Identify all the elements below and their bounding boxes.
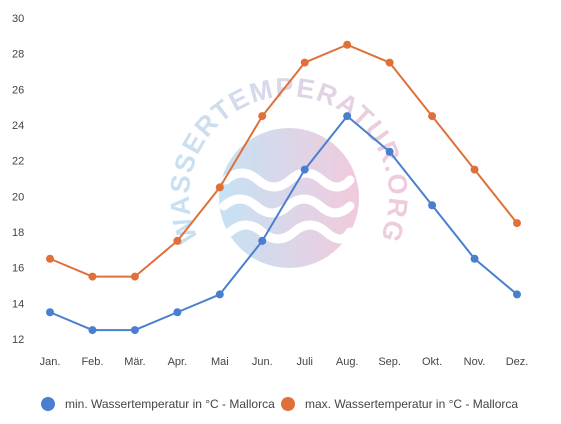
data-point [343,40,352,49]
data-point [428,201,437,210]
data-point [88,326,97,335]
y-tick-label: 28 [12,49,24,61]
data-point [46,308,54,317]
data-point [215,183,224,192]
data-point [470,254,479,263]
x-axis: Jan. Feb. Mär. Apr. Mai Jun. Juli Aug. Sep. Okt. N… [40,356,529,368]
data-point [385,58,394,67]
x-tick-label: Nov. [464,356,486,368]
legend-label-max: max. Wassertemperatur in °C - Mallorca [305,397,518,411]
data-point [258,112,267,121]
legend-marker-min [41,397,55,411]
x-tick-label: Feb. [81,356,103,368]
x-tick-label: Jan. [40,356,61,368]
data-point [385,147,394,156]
data-point [428,112,437,121]
x-tick-label: Mär. [124,356,145,368]
y-tick-label: 16 [12,263,24,275]
data-point [300,165,309,174]
x-tick-label: Juli [296,356,313,368]
data-point [258,236,267,245]
data-point [173,236,182,245]
series-line-max [49,43,518,278]
y-tick-label: 14 [12,298,24,310]
y-tick-label: 24 [12,120,24,132]
legend: min. Wassertemperatur in °C - Mallorca ma… [41,397,518,411]
data-point [215,290,224,299]
x-tick-label: Mai [211,356,229,368]
data-point [46,254,54,263]
data-point [470,165,479,174]
data-point [343,112,352,121]
x-tick-label: Apr. [168,356,188,368]
x-tick-label: Dez. [506,356,529,368]
y-tick-label: 26 [12,84,24,96]
y-tick-label: 18 [12,227,24,239]
data-point [130,326,139,335]
y-axis: 12 14 16 18 20 22 24 26 28 30 [12,13,24,346]
data-point [300,58,309,67]
x-tick-label: Jun. [252,356,273,368]
x-tick-label: Okt. [422,356,442,368]
x-tick-label: Aug. [336,356,359,368]
x-tick-label: Sep. [378,356,401,368]
data-point [513,219,521,228]
y-tick-label: 20 [12,191,24,203]
y-tick-label: 12 [12,334,24,346]
series-line-min [49,115,518,332]
data-point [88,272,97,281]
series-layer [46,40,521,335]
data-point [173,308,182,317]
y-tick-label: 30 [12,13,24,25]
watermark-logo: WASSERTEMPERATUR.ORG [165,72,412,268]
legend-marker-max [281,397,295,411]
legend-label-min: min. Wassertemperatur in °C - Mallorca [65,397,275,411]
data-point [513,290,521,299]
y-tick-label: 22 [12,156,24,168]
data-point [130,272,139,281]
